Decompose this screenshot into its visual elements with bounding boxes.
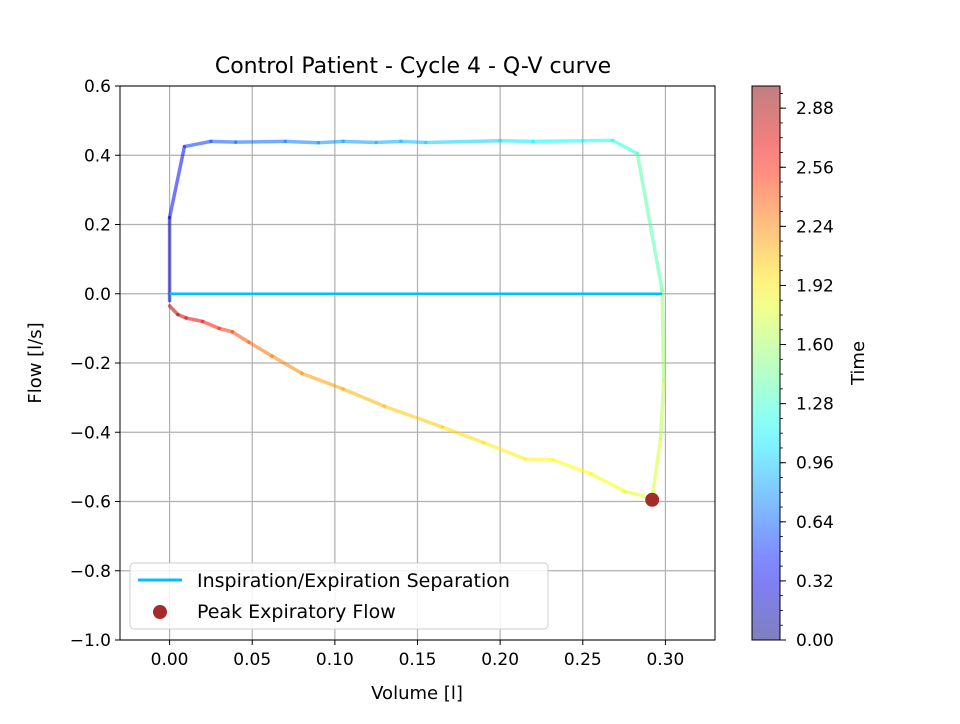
colorbar-tick-label: 0.32 [796, 572, 834, 592]
chart-title: Control Patient - Cycle 4 - Q-V curve [215, 54, 611, 79]
x-tick-label: 0.20 [481, 650, 519, 670]
y-tick-label: −0.8 [70, 562, 111, 582]
legend: Inspiration/Expiration Separation Peak E… [130, 563, 548, 629]
qv-curve-segment [318, 141, 343, 142]
x-tick-label: 0.30 [646, 650, 684, 670]
y-tick-label: −1.0 [70, 631, 111, 651]
x-tick-label: 0.25 [564, 650, 602, 670]
colorbar-tick-label: 1.92 [796, 276, 834, 296]
qv-curve-segment [426, 141, 500, 143]
y-tick-label: −0.6 [70, 493, 111, 513]
qv-curve-segment [343, 141, 376, 142]
qv-curve-segment [500, 141, 533, 142]
qv-curve-segment [285, 141, 318, 142]
qv-curve-segment [376, 141, 401, 142]
y-axis-label: Flow [l/s] [25, 322, 46, 403]
legend-label-separation: Inspiration/Expiration Separation [197, 570, 510, 592]
colorbar-tick-label: 2.88 [796, 99, 834, 119]
colorbar-tick-label: 1.60 [796, 336, 834, 356]
x-axis-label: Volume [l] [371, 683, 463, 704]
qv-curve-segment [525, 459, 553, 460]
y-tick-label: −0.4 [70, 423, 111, 443]
qv-curve-segment [533, 141, 583, 142]
y-tick-label: 0.0 [84, 285, 111, 305]
x-tick-label: 0.15 [399, 650, 437, 670]
colorbar-tick-label: 0.00 [796, 631, 834, 651]
colorbar-tick-label: 0.96 [796, 454, 834, 474]
y-tick-label: 0.4 [84, 146, 111, 166]
colorbar-label: Time [848, 341, 869, 386]
x-tick-label: 0.05 [233, 650, 271, 670]
colorbar-gradient [752, 86, 780, 640]
y-tick-label: 0.6 [84, 77, 111, 97]
qv-curve-segment [401, 141, 426, 142]
colorbar-tick-label: 1.28 [796, 395, 834, 415]
colorbar-tick-label: 0.64 [796, 513, 834, 533]
colorbar-tick-label: 2.24 [796, 217, 834, 237]
peak-expiratory-flow-point [645, 493, 659, 507]
qv-curve-segment [211, 141, 236, 142]
y-tick-label: 0.2 [84, 216, 111, 236]
y-tick-label: −0.2 [70, 354, 111, 374]
qv-curve-segment [236, 141, 286, 142]
colorbar-tick-label: 2.56 [796, 158, 834, 178]
qv-curve-segment [662, 290, 664, 380]
legend-marker-swatch [153, 605, 167, 619]
legend-label-peak: Peak Expiratory Flow [197, 601, 396, 623]
x-tick-label: 0.00 [151, 650, 189, 670]
x-tick-label: 0.10 [316, 650, 354, 670]
